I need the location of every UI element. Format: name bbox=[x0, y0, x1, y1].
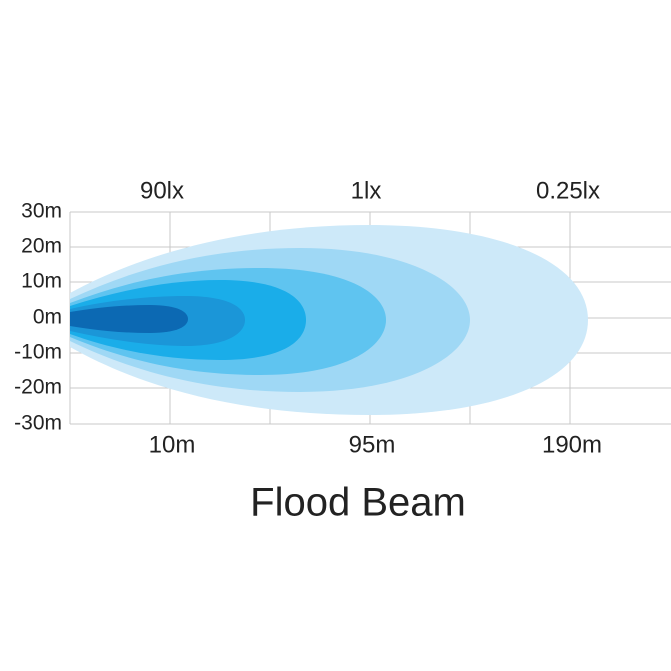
title: Flood Beam bbox=[250, 481, 466, 525]
distance-label: 190m bbox=[542, 431, 602, 458]
y-label: 10m bbox=[21, 270, 62, 293]
lux-label: 90lx bbox=[140, 177, 184, 204]
y-label: 20m bbox=[21, 235, 62, 258]
lux-label: 1lx bbox=[351, 177, 382, 204]
distance-label: 95m bbox=[349, 431, 396, 458]
y-label: -20m bbox=[14, 376, 62, 399]
beam bbox=[70, 225, 588, 415]
lux-label: 0.25lx bbox=[536, 177, 600, 204]
y-label: -10m bbox=[14, 341, 62, 364]
y-label: 30m bbox=[21, 200, 62, 223]
y-label: 0m bbox=[33, 306, 62, 329]
y-label: -30m bbox=[14, 412, 62, 435]
distance-label: 10m bbox=[149, 431, 196, 458]
